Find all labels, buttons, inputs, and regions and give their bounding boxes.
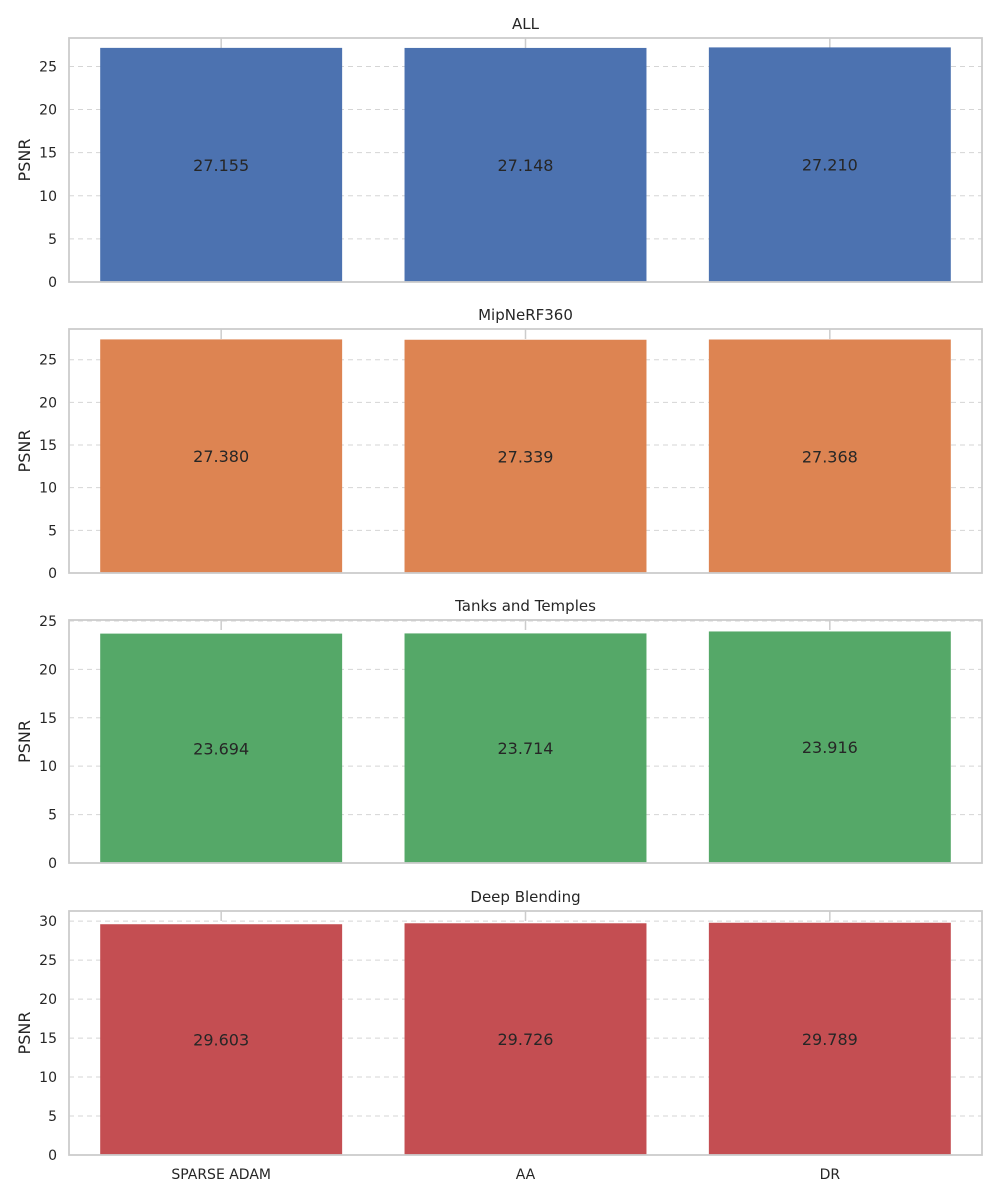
y-tick-label: 25 <box>39 59 57 75</box>
chart-title: Deep Blending <box>470 888 580 906</box>
bar-aa <box>404 633 647 863</box>
y-axis-label: PSNR <box>15 430 34 473</box>
chart-panel-1: 0 5 10 15 20 25 27.155 27.148 27.210 ALL PSNR <box>15 15 983 291</box>
data-label: 29.603 <box>193 1031 249 1050</box>
data-label: 23.916 <box>802 738 858 757</box>
bar-dr <box>708 922 951 1155</box>
y-tick-label: 0 <box>48 1148 57 1164</box>
data-label: 27.210 <box>802 156 858 175</box>
y-tick-label: 20 <box>39 662 57 678</box>
y-tick-label: 20 <box>39 395 57 411</box>
y-tick-label: 15 <box>39 146 57 162</box>
data-label: 23.714 <box>498 739 554 758</box>
x-tick-label: DR <box>820 1167 841 1183</box>
chart-panel-4: 0 5 10 15 20 25 30 29.603 29.726 29.789 Deep Blend… <box>15 888 983 1183</box>
y-tick-label: 0 <box>48 275 57 291</box>
bar-aa <box>404 47 647 283</box>
data-label: 27.368 <box>802 447 858 466</box>
bar-sparse-adam <box>100 47 343 282</box>
chart-panel-2: 0 5 10 15 20 25 27.380 27.339 27.368 MipNeRF360 PS… <box>15 306 983 582</box>
axes-frame <box>68 328 983 574</box>
y-tick-label: 20 <box>39 103 57 119</box>
y-tick-label: 10 <box>39 481 57 497</box>
y-tick-label: 25 <box>39 614 57 630</box>
data-label: 27.339 <box>498 447 554 466</box>
data-label: 29.726 <box>498 1030 554 1049</box>
y-tick-label: 25 <box>39 353 57 369</box>
y-tick-label: 30 <box>39 914 57 930</box>
axes-frame <box>68 37 983 283</box>
y-tick-label: 15 <box>39 711 57 727</box>
bar-dr <box>708 631 951 863</box>
y-tick-label: 10 <box>39 1070 57 1086</box>
bar-aa <box>404 339 647 573</box>
axes-frame <box>68 910 983 1156</box>
y-tick-label: 5 <box>48 232 57 248</box>
y-tick-label: 20 <box>39 992 57 1008</box>
y-tick-label: 0 <box>48 856 57 872</box>
y-tick-label: 5 <box>48 808 57 824</box>
y-tick-label: 0 <box>48 566 57 582</box>
data-label: 27.380 <box>193 447 249 466</box>
y-axis-label: PSNR <box>15 1012 34 1055</box>
y-tick-label: 25 <box>39 953 57 969</box>
bar-dr <box>708 47 951 282</box>
data-label: 27.155 <box>193 156 249 175</box>
bar-sparse-adam <box>100 633 343 863</box>
bar-sparse-adam <box>100 924 343 1155</box>
chart-title: Tanks and Temples <box>454 597 596 615</box>
bar-dr <box>708 339 951 573</box>
y-tick-label: 10 <box>39 759 57 775</box>
bar-aa <box>404 923 647 1155</box>
y-tick-label: 10 <box>39 189 57 205</box>
axes-frame <box>68 619 983 864</box>
x-tick-label: SPARSE ADAM <box>171 1167 271 1183</box>
y-axis-label: PSNR <box>15 139 34 182</box>
data-label: 23.694 <box>193 739 249 758</box>
y-tick-label: 5 <box>48 523 57 539</box>
chart-panel-3: 0 5 10 15 20 25 23.694 23.714 23.916 Tanks and Te… <box>15 597 983 872</box>
x-tick-label: AA <box>516 1167 536 1183</box>
data-label: 29.789 <box>802 1030 858 1049</box>
y-tick-label: 15 <box>39 1031 57 1047</box>
y-axis-label: PSNR <box>15 720 34 763</box>
y-tick-label: 5 <box>48 1109 57 1125</box>
bar-sparse-adam <box>100 339 343 573</box>
chart-title: ALL <box>512 15 540 33</box>
y-tick-label: 15 <box>39 438 57 454</box>
chart-title: MipNeRF360 <box>478 306 573 324</box>
data-label: 27.148 <box>498 156 554 175</box>
